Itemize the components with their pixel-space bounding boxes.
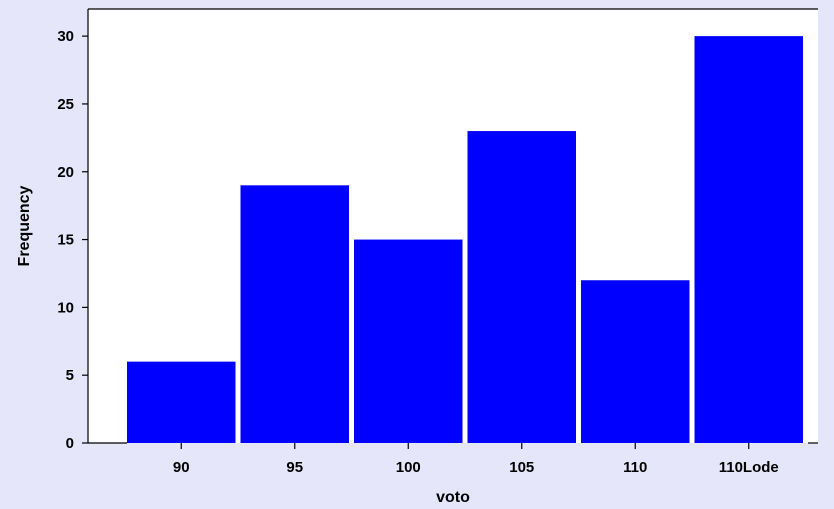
bar-90 <box>127 361 236 443</box>
x-axis-title: voto <box>436 489 470 506</box>
bar-110lode <box>694 36 803 443</box>
bar-105 <box>467 131 576 443</box>
bars-group <box>127 36 803 443</box>
x-tick-label: 110 <box>623 459 647 476</box>
y-tick-label: 5 <box>66 367 74 384</box>
y-tick-label: 0 <box>66 435 74 452</box>
x-tick-label: 95 <box>286 459 303 476</box>
y-tick-label: 15 <box>57 232 74 249</box>
x-tick-label: 105 <box>509 459 534 476</box>
x-tick-label: 100 <box>396 459 421 476</box>
y-ticks-group: 0 5 10 15 20 25 30 <box>57 28 88 452</box>
bar-110 <box>581 280 690 443</box>
y-tick-label: 25 <box>57 96 74 113</box>
y-tick-label: 10 <box>57 299 74 316</box>
y-tick-label: 20 <box>57 164 74 181</box>
y-axis-title: Frequency <box>16 185 33 266</box>
x-ticks-group: 90 95 100 105 110 110Lode <box>173 443 779 476</box>
axes-group <box>87 8 818 444</box>
bar-100 <box>354 239 463 443</box>
bar-95 <box>240 185 349 443</box>
x-tick-label: 90 <box>173 459 190 476</box>
y-tick-label: 30 <box>57 28 74 45</box>
x-tick-label: 110Lode <box>719 459 779 476</box>
